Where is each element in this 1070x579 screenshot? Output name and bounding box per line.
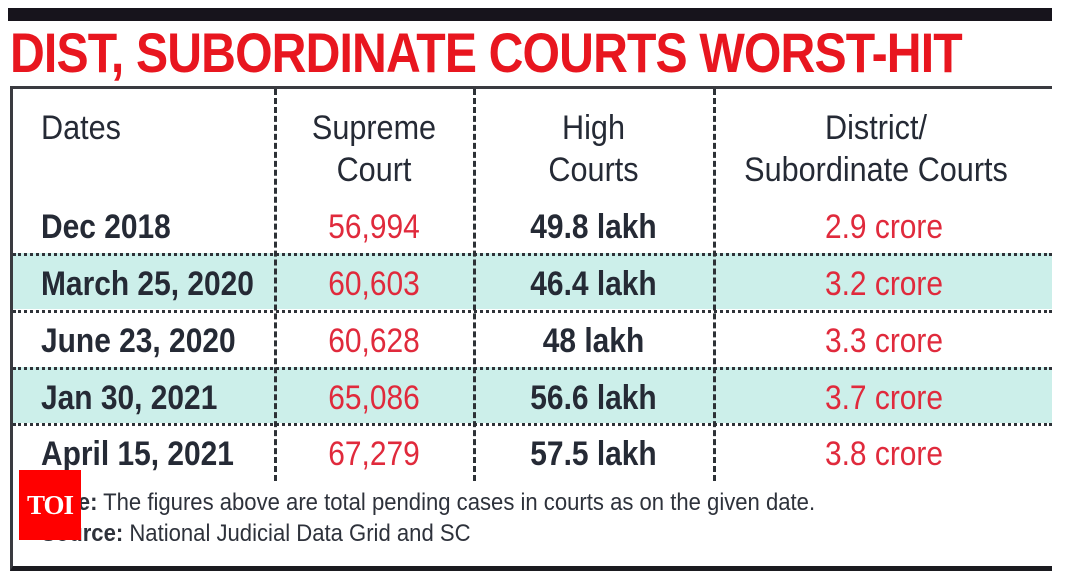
cell-date: June 23, 2020 [41, 322, 236, 360]
cell-date: March 25, 2020 [41, 265, 254, 303]
header-district-courts: District/ Subordinate Courts [714, 107, 1038, 191]
cell-district-courts: 3.7 crore [824, 379, 944, 417]
cell-date: Jan 30, 2021 [41, 379, 218, 417]
cell-date: Dec 2018 [41, 208, 171, 246]
table-header: Dates Supreme Court High Courts District… [13, 89, 1052, 199]
cell-supreme-court: 56,994 [328, 208, 420, 246]
source-text: National Judicial Data Grid and SC [123, 520, 471, 547]
header-high-courts: High Courts [486, 107, 701, 191]
table-row: Jan 30, 2021 65,086 56.6 lakh 3.7 crore [13, 367, 1052, 423]
toi-logo-badge: TOI [19, 470, 81, 540]
header-line: District/ [824, 109, 927, 147]
cell-supreme-court: 60,603 [328, 265, 420, 303]
column-divider [713, 89, 716, 481]
header-line: Supreme [311, 109, 437, 147]
cell-district-courts: 3.3 crore [824, 322, 944, 360]
table-row: June 23, 2020 60,628 48 lakh 3.3 crore [13, 310, 1052, 366]
source-line: Source: National Judicial Data Grid and … [41, 518, 815, 549]
note-text: The figures above are total pending case… [97, 489, 816, 516]
header-supreme-court: Supreme Court [285, 107, 463, 191]
footnotes: Note: The figures above are total pendin… [41, 487, 815, 549]
cell-supreme-court: 67,279 [328, 435, 420, 473]
table-row: Dec 2018 56,994 49.8 lakh 2.9 crore [13, 199, 1052, 255]
header-dates-label: Dates [41, 109, 121, 147]
column-divider [473, 89, 476, 481]
top-rule [8, 8, 1052, 21]
header-line: Court [336, 151, 412, 189]
cell-district-courts: 3.2 crore [824, 265, 944, 303]
data-table: Dates Supreme Court High Courts District… [10, 86, 1052, 571]
cell-high-courts: 57.5 lakh [530, 435, 657, 473]
cell-high-courts: 48 lakh [542, 322, 645, 360]
cell-high-courts: 46.4 lakh [530, 265, 657, 303]
cell-high-courts: 56.6 lakh [530, 379, 657, 417]
header-line: High [562, 109, 625, 147]
note-line: Note: The figures above are total pendin… [41, 487, 815, 518]
cell-district-courts: 3.8 crore [824, 435, 944, 473]
header-line: Courts [548, 151, 639, 189]
table-row: March 25, 2020 60,603 46.4 lakh 3.2 cror… [13, 253, 1052, 309]
cell-supreme-court: 65,086 [328, 379, 420, 417]
header-dates: Dates [41, 107, 121, 149]
cell-district-courts: 2.9 crore [824, 208, 944, 246]
column-divider [274, 89, 277, 481]
table-row: April 15, 2021 67,279 57.5 lakh 3.8 cror… [13, 423, 1052, 479]
cell-supreme-court: 60,628 [328, 322, 420, 360]
cell-date: April 15, 2021 [41, 435, 234, 473]
page-title: DIST, SUBORDINATE COURTS WORST-HIT [10, 21, 963, 84]
header-line: Subordinate Courts [744, 151, 1008, 189]
cell-high-courts: 49.8 lakh [530, 208, 657, 246]
